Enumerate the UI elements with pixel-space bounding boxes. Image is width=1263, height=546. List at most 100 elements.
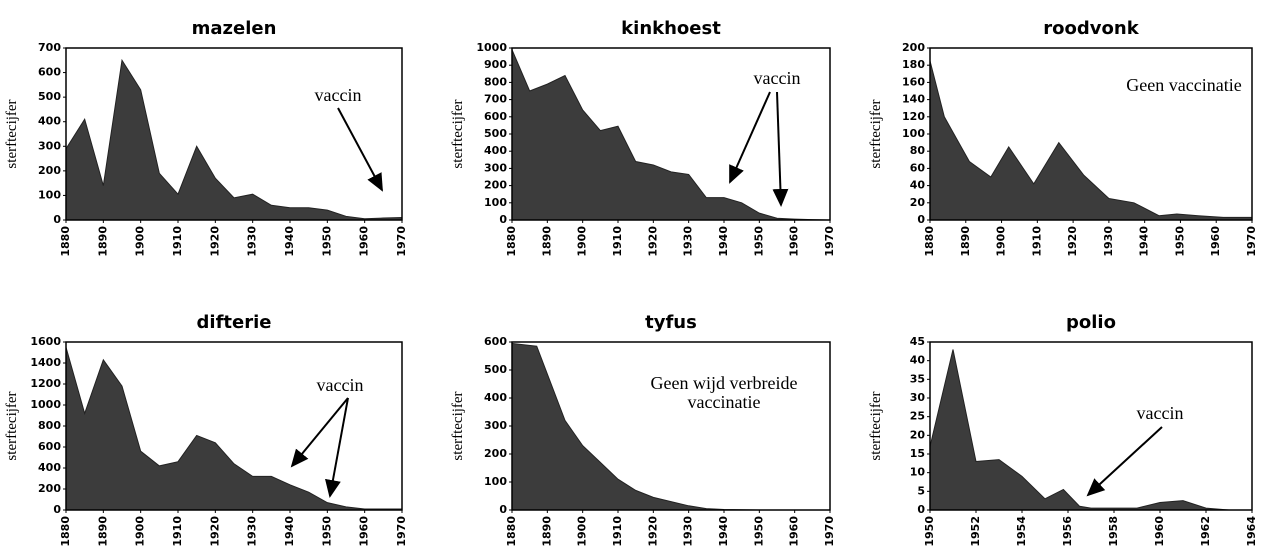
y-tick-label: 200 [38,164,61,177]
y-tick-label: 1600 [30,335,61,348]
y-tick-label: 300 [38,139,61,152]
y-tick-label: 100 [484,196,507,209]
y-tick-label: 700 [484,93,507,106]
x-tick-label: 1890 [540,226,553,257]
chart-title: mazelen [192,18,277,39]
y-tick-label: 160 [902,75,925,88]
plot-frame [511,47,831,221]
x-tick-label: 1910 [171,226,184,257]
x-tick-label: 1900 [995,226,1008,257]
x-tick-label: 1920 [1066,226,1079,257]
y-tick-label: 30 [910,391,926,404]
plot-frame [929,341,1253,511]
annotation: vaccin [1137,403,1184,423]
x-tick-label: 1970 [823,226,836,257]
x-tick-label: 1960 [1153,516,1166,546]
y-tick-label: 5 [917,484,925,497]
y-tick-label: 20 [910,428,926,441]
y-tick-label: 600 [484,335,507,348]
x-tick-label: 1960 [1209,226,1222,257]
x-tick-label: 1970 [823,516,836,546]
annotation: Geen vaccinatie [1126,75,1241,95]
x-tick-label: 1900 [134,226,147,257]
x-tick-label: 1880 [59,516,72,546]
x-tick-label: 1950 [752,226,765,257]
x-tick-label: 1930 [682,516,695,546]
y-tick-label: 180 [902,58,925,71]
area [929,60,1253,221]
x-tick-label: 1910 [611,226,624,257]
plot-frame [929,47,1253,221]
y-tick-label: 15 [910,447,925,460]
y-axis-label: sterftecijfer [450,99,466,168]
x-tick-label: 1958 [1107,516,1120,546]
y-tick-label: 0 [917,213,925,226]
x-tick-label: 1950 [1173,226,1186,257]
y-axis-label: sterftecijfer [450,391,466,460]
y-tick-label: 500 [484,363,507,376]
x-tick-label: 1880 [505,516,518,546]
y-tick-label: 200 [484,179,507,192]
y-tick-label: 800 [484,75,507,88]
x-tick-label: 1930 [682,226,695,257]
x-tick-label: 1970 [395,516,408,546]
x-tick-label: 1950 [320,226,333,257]
area [511,342,830,511]
y-tick-label: 10 [910,466,926,479]
x-tick-label: 1970 [1245,226,1258,257]
chart-title: polio [1066,312,1116,333]
y-tick-label: 200 [38,482,61,495]
annotation: Geen wijd verbreide [651,373,798,393]
x-tick-label: 1880 [923,226,936,257]
plot-frame [65,47,403,221]
x-tick-label: 1962 [1199,516,1212,546]
y-tick-label: 0 [499,213,507,226]
y-tick-label: 1000 [476,41,507,54]
x-tick-label: 1964 [1245,516,1258,546]
annotation: vaccin [317,375,364,395]
x-tick-label: 1900 [134,516,147,546]
x-tick-label: 1950 [923,516,936,546]
y-tick-label: 900 [484,58,507,71]
area [65,58,403,221]
y-tick-label: 300 [484,161,507,174]
x-tick-label: 1890 [540,516,553,546]
area [929,349,1252,511]
y-axis-label: sterftecijfer [868,99,884,168]
y-tick-label: 400 [38,115,61,128]
y-tick-label: 1000 [30,398,61,411]
y-tick-label: 400 [484,144,507,157]
y-tick-label: 600 [38,440,61,453]
x-tick-label: 1960 [358,516,371,546]
x-tick-label: 1890 [96,226,109,257]
y-tick-label: 100 [902,127,925,140]
y-tick-label: 200 [902,41,925,54]
y-tick-label: 20 [910,196,926,209]
y-tick-label: 800 [38,419,61,432]
annotation: vaccinatie [688,392,761,412]
x-tick-label: 1910 [611,516,624,546]
y-axis-label: sterftecijfer [4,391,20,460]
annotation-arrow [1086,426,1163,497]
annotation-arrow [325,397,349,498]
x-tick-label: 1940 [283,226,296,257]
x-tick-label: 1950 [320,516,333,546]
y-tick-label: 25 [910,410,925,423]
x-tick-label: 1940 [717,226,730,257]
y-tick-label: 45 [910,335,925,348]
x-tick-label: 1960 [358,226,371,257]
x-tick-label: 1956 [1061,516,1074,546]
y-tick-label: 400 [38,461,61,474]
annotation-arrow [772,91,789,207]
plot-frame [511,341,831,511]
y-tick-label: 1200 [30,377,61,390]
y-tick-label: 0 [53,213,61,226]
y-tick-label: 200 [484,447,507,460]
y-tick-label: 600 [484,110,507,123]
y-tick-label: 80 [910,144,926,157]
x-tick-label: 1890 [96,516,109,546]
area [511,49,831,221]
y-tick-label: 600 [38,66,61,79]
plot-frame [65,341,403,511]
x-tick-label: 1970 [395,226,408,257]
